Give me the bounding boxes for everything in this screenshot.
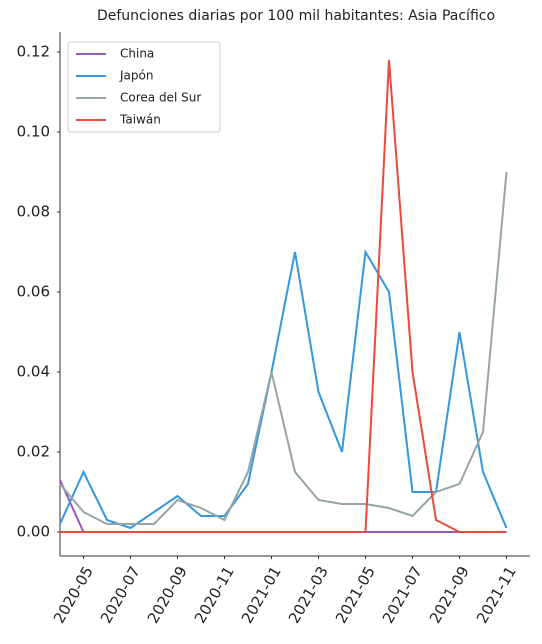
legend-label: Japón bbox=[119, 69, 153, 83]
legend-label: China bbox=[120, 47, 154, 61]
y-tick-label: 0.02 bbox=[17, 443, 50, 461]
legend-box bbox=[67, 41, 221, 133]
y-tick-label: 0.00 bbox=[17, 523, 50, 541]
x-tick-label: 2021-11 bbox=[473, 563, 520, 626]
legend-label: Taiwán bbox=[119, 113, 161, 127]
y-tick-label: 0.06 bbox=[17, 283, 50, 301]
x-tick-label: 2020-05 bbox=[50, 563, 97, 626]
series-line bbox=[59, 248, 508, 530]
x-tick-label: 2020-11 bbox=[191, 563, 238, 626]
y-tick-label: 0.04 bbox=[17, 363, 50, 381]
y-tick-label: 0.12 bbox=[17, 43, 50, 61]
x-tick-label: 2021-05 bbox=[332, 563, 379, 626]
x-tick-label: 2021-09 bbox=[426, 563, 473, 626]
legend-label: Corea del Sur bbox=[120, 91, 201, 105]
chart-title: Defunciones diarias por 100 mil habitant… bbox=[97, 8, 495, 24]
y-tick-label: 0.08 bbox=[17, 203, 50, 221]
legend: China Japón Corea del Sur Taiwán bbox=[67, 41, 221, 133]
x-tick-label: 2021-01 bbox=[238, 563, 285, 626]
series-line bbox=[60, 59, 507, 533]
x-tick-label: 2020-09 bbox=[144, 563, 191, 626]
y-tick-label: 0.10 bbox=[17, 123, 50, 141]
x-tick-label: 2021-03 bbox=[285, 563, 332, 626]
x-tick-label: 2020-07 bbox=[97, 563, 144, 626]
x-tick-label: 2021-07 bbox=[379, 563, 426, 626]
